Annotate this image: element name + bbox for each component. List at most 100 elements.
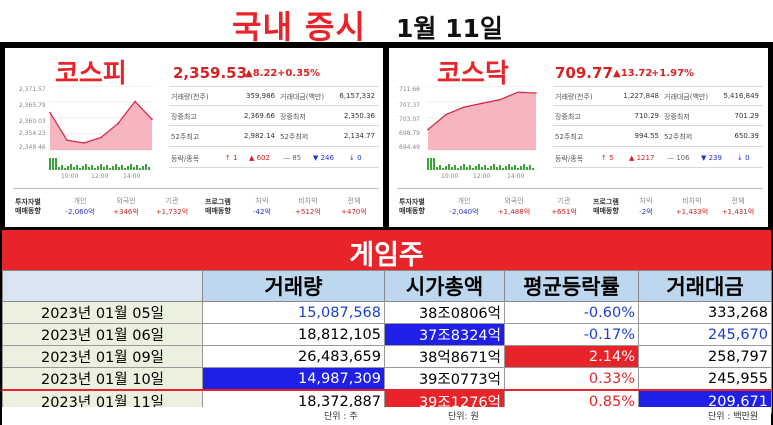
kosdaq-change-pct: +1.97%: [651, 68, 695, 79]
flow-value: +346억: [113, 208, 139, 216]
unit-label: 단위 : 주: [324, 412, 358, 422]
flow-value: +1,431억: [721, 208, 755, 216]
flow-value: -2,060억: [65, 208, 95, 216]
price-point: [134, 100, 136, 103]
column-header: 시가총액: [384, 270, 505, 302]
flow-head: 개인: [73, 197, 87, 205]
volume-bar: [460, 166, 462, 170]
volume-bar: [142, 166, 144, 170]
x-tick: 10:00: [61, 173, 79, 180]
volume-bar: [148, 167, 150, 170]
volume-bar: [70, 164, 72, 170]
volume-bar: [79, 168, 81, 170]
flow-head: 차익: [639, 197, 653, 205]
flow-head: 전체: [347, 197, 361, 205]
flow-value: +651억: [551, 208, 577, 216]
volume-bar: [490, 166, 492, 170]
market-cap-cell: 37조8324억: [384, 323, 505, 346]
trade-value-cell: 258,797: [638, 345, 772, 368]
kospi-panel: 코스피 2,359.53 ▲8.22 +0.35% 2,371.57 2,365…: [2, 45, 386, 230]
kospi-change: ▲8.22: [245, 68, 278, 79]
volume-bar: [511, 167, 513, 170]
market-cap-cell: 38조0806억: [384, 301, 505, 324]
column-header: 평균등락률: [504, 270, 639, 302]
table-row: 2023년 01월 10일 14,987,309 39조0773억 0.33% …: [2, 367, 772, 391]
adv-upper-limit: ↑ 5: [601, 154, 614, 162]
volume-bar: [430, 158, 432, 170]
volume-bar: [472, 168, 474, 170]
x-tick: 12:00: [91, 173, 109, 180]
adv-fall: ▼ 239: [701, 154, 722, 162]
volume-bar: [529, 165, 531, 170]
flow-head: 외국인: [504, 197, 524, 205]
kosdaq-price: 709.77: [555, 64, 613, 82]
price-area: [50, 101, 152, 150]
volume-bar: [130, 164, 132, 170]
volume-bar: [514, 165, 516, 170]
volume-bar: [64, 168, 66, 170]
y-tick: 707.37: [399, 102, 420, 109]
unit-label: 단위: 원: [448, 412, 479, 422]
table-row: 2023년 01월 05일 15,087,568 38조0806억 -0.60%…: [2, 301, 772, 324]
adv-fall: ▼ 246: [313, 154, 334, 162]
volume-bar: [100, 164, 102, 170]
volume-cell: 15,087,568: [202, 301, 385, 324]
flow-head: 외국인: [116, 197, 136, 205]
y-tick: 2,365.79: [19, 102, 46, 109]
kosdaq-name: 코스닥: [437, 59, 509, 89]
kosdaq-chart: [427, 86, 537, 170]
volume-bar: [112, 166, 114, 170]
flow-value: +1,433억: [675, 208, 709, 216]
stat-label: 장중최고: [171, 113, 197, 121]
flow-value: -2,040억: [449, 208, 479, 216]
stat-label: 거래량(천주): [555, 93, 593, 101]
volume-bar: [532, 168, 534, 170]
game-stock-header: 게임주: [2, 230, 771, 271]
y-tick: 2,371.57: [19, 86, 46, 93]
y-tick: 711.66: [399, 86, 420, 93]
volume-bar: [76, 165, 78, 170]
adv-upper-limit: ↑ 1: [225, 154, 238, 162]
y-tick: 2,354.23: [19, 130, 46, 137]
volume-bar: [481, 167, 483, 170]
flow-head: 전체: [731, 197, 745, 205]
volume-cell: 18,812,105: [202, 323, 385, 346]
y-tick: 2,360.03: [19, 118, 46, 125]
volume-bar: [466, 167, 468, 170]
stat-value: 710.29: [634, 112, 660, 120]
table-row: 2023년 01월 09일 26,483,659 38억8671억 2.14% …: [2, 345, 772, 368]
stat-label: 장중최고: [555, 113, 581, 121]
flow-value: +470억: [341, 208, 367, 216]
volume-bar: [484, 165, 486, 170]
row-date: 2023년 01월 09일: [2, 345, 203, 368]
unit-label: 단위 : 백만원: [708, 412, 759, 422]
price-point: [100, 136, 102, 139]
volume-bar: [118, 167, 120, 170]
table-row: 2023년 01월 06일 18,812,105 37조8324억 -0.17%…: [2, 323, 772, 346]
stat-label: 등락/종목: [555, 155, 584, 163]
y-tick: 703.07: [399, 116, 420, 123]
volume-bar: [67, 166, 69, 170]
volume-bar: [463, 164, 465, 170]
volume-cell: 26,483,659: [202, 345, 385, 368]
volume-bar: [124, 168, 126, 170]
y-tick: 698.79: [399, 130, 420, 137]
volume-bar: [475, 166, 477, 170]
column-header: [2, 270, 203, 302]
flow-value: +1,732억: [155, 208, 189, 216]
row-date: 2023년 01월 10일: [2, 367, 203, 391]
volume-bar: [427, 158, 429, 170]
volume-bar: [49, 158, 51, 170]
volume-bar: [445, 166, 447, 170]
volume-bar: [85, 164, 87, 170]
volume-bar: [520, 166, 522, 170]
volume-bar: [88, 167, 90, 170]
volume-bar: [448, 164, 450, 170]
adv-rise: ▲ 1217: [629, 154, 655, 162]
trade-value-cell: 245,955: [638, 367, 772, 391]
avg-change-cell: 0.33%: [504, 367, 639, 391]
volume-bar: [82, 166, 84, 170]
volume-bar: [103, 167, 105, 170]
flow-head: 비차익: [298, 197, 318, 205]
flow-value: +1,488억: [497, 208, 531, 216]
